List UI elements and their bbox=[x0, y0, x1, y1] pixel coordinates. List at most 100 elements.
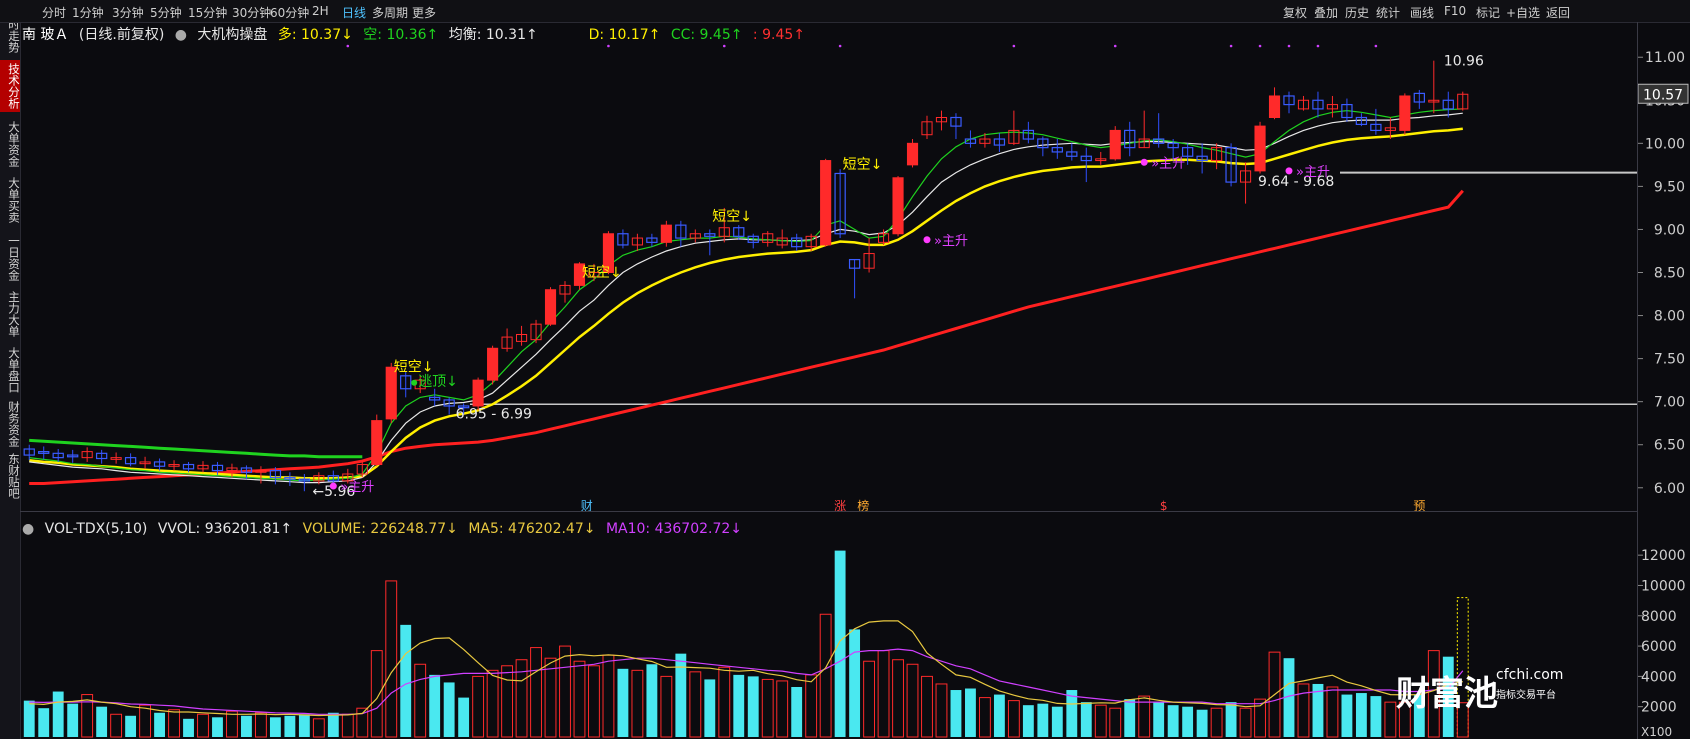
toolbar-button-5[interactable]: F10 bbox=[1444, 4, 1467, 18]
timeframe-2[interactable]: 3分钟 bbox=[112, 6, 144, 20]
candle-body bbox=[660, 224, 672, 243]
top-signal-dot bbox=[607, 44, 610, 48]
candle-body bbox=[1095, 158, 1107, 162]
volume-bar bbox=[1124, 699, 1136, 737]
ma-green-line bbox=[29, 108, 1463, 482]
timeframe-9[interactable]: 多周期 bbox=[372, 6, 409, 20]
main-rise-dot bbox=[1285, 167, 1293, 175]
candle-body bbox=[573, 263, 586, 286]
candle-body bbox=[168, 464, 180, 467]
sidebar-tab-7[interactable]: 财务资金 bbox=[7, 401, 21, 447]
toolbar-button-3[interactable]: 统计 bbox=[1376, 6, 1401, 20]
volume-tick-label: 12000 bbox=[1641, 548, 1686, 564]
volume-bar bbox=[1225, 702, 1237, 737]
candle-body bbox=[255, 470, 267, 473]
volume-bar bbox=[877, 650, 890, 738]
timeframe-7[interactable]: 2H bbox=[312, 4, 329, 18]
ma-white-line bbox=[29, 112, 1463, 484]
timeframe-10[interactable]: 更多 bbox=[412, 6, 437, 20]
panel-divider[interactable] bbox=[20, 511, 1638, 512]
volume-bar bbox=[443, 682, 455, 737]
sidebar-tab-3[interactable]: 大单买卖 bbox=[7, 177, 21, 223]
volume-bar bbox=[530, 647, 542, 738]
volume-bar bbox=[1341, 694, 1353, 737]
volume-bar bbox=[1022, 705, 1034, 737]
period-label[interactable]: (日线.前复权) bbox=[78, 27, 165, 43]
volume-bar bbox=[689, 671, 702, 738]
candle-body bbox=[1413, 92, 1425, 103]
volume-indicator-name[interactable]: VOL-TDX(5,10) bbox=[44, 521, 148, 537]
top-signal-dot bbox=[1258, 44, 1262, 48]
short-signal-3: 短空↓ bbox=[843, 157, 883, 173]
candle-body bbox=[689, 233, 701, 239]
toolbar-button-6[interactable]: 标记 bbox=[1476, 6, 1501, 20]
candle-body bbox=[834, 172, 846, 235]
stock-name[interactable]: 南 玻Ａ bbox=[22, 27, 69, 43]
indicator-toggle-icon[interactable]: ● bbox=[174, 27, 187, 43]
volume-value: VOLUME: 226248.77↓ bbox=[302, 521, 458, 537]
volume-bar bbox=[1384, 701, 1397, 738]
price-tick-label: 8.00 bbox=[1654, 309, 1685, 325]
timeframe-6[interactable]: 60分钟 bbox=[270, 6, 310, 20]
volume-bar bbox=[573, 660, 586, 738]
watermark-brand: 财富池 bbox=[1396, 674, 1498, 714]
toolbar-button-1[interactable]: 叠加 bbox=[1314, 6, 1339, 20]
sidebar-tab-4[interactable]: 一日资金 bbox=[7, 235, 21, 281]
toolbar-button-2[interactable]: 历史 bbox=[1345, 6, 1370, 20]
current-price-box bbox=[1637, 83, 1689, 104]
candle-body bbox=[1370, 123, 1382, 132]
price-tick-label: 9.00 bbox=[1654, 222, 1685, 238]
timeframe-4[interactable]: 15分钟 bbox=[188, 6, 228, 20]
volume-bar bbox=[631, 669, 644, 738]
timeframe-0[interactable]: 分时 bbox=[42, 6, 67, 20]
volume-bar bbox=[501, 665, 514, 738]
candle-body bbox=[284, 476, 296, 480]
top-signal-dot bbox=[1316, 44, 1320, 48]
volume-bar bbox=[472, 675, 485, 738]
candle-body bbox=[675, 224, 687, 239]
candle-body bbox=[1355, 116, 1368, 125]
candle-body bbox=[1051, 147, 1063, 153]
timeframe-1[interactable]: 1分钟 bbox=[72, 6, 104, 20]
volume-bar bbox=[993, 694, 1005, 737]
volume-toggle-icon[interactable]: ● bbox=[22, 521, 35, 537]
candle-body bbox=[588, 272, 600, 278]
price-tick-label: 7.00 bbox=[1654, 395, 1685, 411]
toolbar-button-8[interactable]: 返回 bbox=[1546, 6, 1571, 20]
main-rise-dot bbox=[329, 482, 337, 490]
candle-body bbox=[791, 237, 803, 248]
timeframe-8[interactable]: 日线 bbox=[342, 6, 367, 20]
duo-value: 多: 10.37↓ bbox=[277, 27, 353, 43]
volume-bar bbox=[935, 683, 948, 738]
candle-body bbox=[153, 461, 166, 467]
candle-body bbox=[631, 237, 643, 246]
event-marker-4: 预 bbox=[1413, 499, 1425, 513]
volume-bar bbox=[863, 660, 876, 738]
toolbar-button-0[interactable]: 复权 bbox=[1283, 6, 1308, 20]
price-tick-label: 7.50 bbox=[1654, 352, 1685, 368]
sidebar-tab-2[interactable]: 大单资金 bbox=[7, 121, 21, 167]
short-signal-1: 短空↓ bbox=[582, 265, 622, 281]
volume-bar bbox=[197, 713, 209, 738]
toolbar-button-7[interactable]: +自选 bbox=[1506, 6, 1541, 20]
candle-body bbox=[776, 237, 788, 246]
timeframe-3[interactable]: 5分钟 bbox=[150, 6, 182, 20]
candle-body bbox=[342, 473, 354, 482]
toolbar-button-4[interactable]: 画线 bbox=[1410, 6, 1435, 20]
sidebar-tab-1[interactable]: 技术分析 bbox=[0, 60, 21, 112]
main-rise-dot bbox=[923, 236, 931, 244]
candle-body bbox=[1239, 170, 1252, 183]
price-tick-label: 8.50 bbox=[1654, 266, 1685, 282]
timeframe-5[interactable]: 30分钟 bbox=[232, 6, 272, 20]
sidebar-tab-6[interactable]: 大单盘口 bbox=[7, 347, 21, 393]
volume-bar bbox=[747, 676, 759, 737]
candle-body bbox=[733, 227, 745, 237]
sidebar-tab-8[interactable]: 东财贴吧 bbox=[7, 453, 21, 499]
volume-bar bbox=[805, 674, 818, 738]
price-tick-label: 9.50 bbox=[1654, 179, 1685, 195]
sidebar-tab-5[interactable]: 主力大单 bbox=[7, 291, 21, 337]
candle-body bbox=[1066, 151, 1078, 157]
volume-bar bbox=[602, 654, 615, 738]
indicator-name[interactable]: 大机构操盘 bbox=[197, 27, 268, 43]
